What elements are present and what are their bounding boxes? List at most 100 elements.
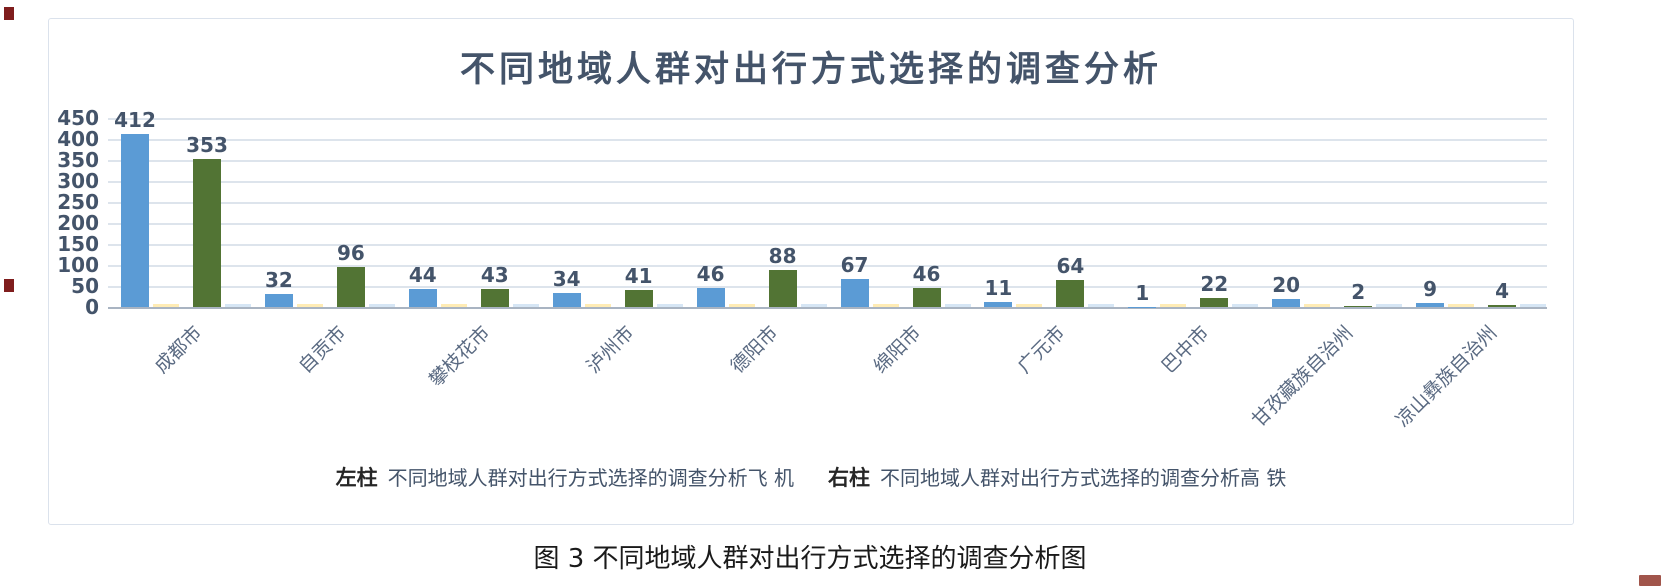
faint-bar-yellow — [1016, 304, 1043, 307]
faint-bar-yellow — [584, 304, 611, 307]
faint-bar-yellow — [1160, 304, 1187, 307]
x-category-label: 广元市 — [1013, 321, 1070, 378]
y-axis-tick-label: 200 — [57, 211, 99, 235]
faint-bar-lightblue — [944, 304, 971, 307]
y-axis-tick-label: 100 — [57, 253, 99, 277]
legend-label-airplane: 不同地域人群对出行方式选择的调查分析飞 机 — [387, 466, 794, 490]
bar-highspeed-rail — [193, 158, 221, 307]
bar-value-label: 41 — [624, 263, 653, 288]
faint-bar-yellow — [440, 304, 467, 307]
x-category-label: 德阳市 — [726, 321, 782, 378]
bar-value-label: 22 — [1200, 271, 1229, 296]
faint-bar-lightblue — [800, 304, 827, 307]
grid-line — [108, 202, 1547, 204]
y-axis-tick-label: 0 — [85, 295, 99, 319]
chart-panel: 不同地域人群对出行方式选择的调查分析 450 400 350 300 250 200 150… — [48, 18, 1574, 525]
bar-value-label: 64 — [1056, 254, 1085, 279]
bar-airplane — [984, 302, 1013, 307]
bar-highspeed-rail — [912, 287, 941, 307]
bar-value-label: 43 — [480, 262, 509, 287]
bar-value-label: 88 — [768, 244, 797, 269]
chart-legend: 左柱 不同地域人群对出行方式选择的调查分析飞 机 右柱 不同地域人群对出行方式选… — [49, 462, 1573, 492]
y-axis-tick-label: 300 — [57, 169, 99, 193]
bar-value-label: 32 — [264, 267, 293, 292]
legend-item-airplane: 左柱 不同地域人群对出行方式选择的调查分析飞 机 — [336, 462, 794, 492]
grid-line — [108, 244, 1547, 246]
grid-line — [108, 307, 1547, 309]
legend-label-highspeed-rail: 不同地域人群对出行方式选择的调查分析高 铁 — [880, 466, 1287, 490]
faint-bar-yellow — [153, 304, 179, 307]
grid-line — [108, 223, 1547, 225]
bar-airplane — [696, 287, 725, 307]
faint-bar-yellow — [296, 304, 323, 307]
legend-item-highspeed-rail: 右柱 不同地域人群对出行方式选择的调查分析高 铁 — [828, 462, 1286, 492]
bar-airplane — [121, 133, 149, 307]
y-axis-tick-label: 400 — [57, 127, 99, 151]
bar-value-label: 67 — [840, 252, 869, 277]
chart-title: 不同地域人群对出行方式选择的调查分析 — [459, 50, 1162, 90]
figure-caption: 图 3 不同地域人群对出行方式选择的调查分析图 — [533, 544, 1087, 574]
x-category-label: 甘孜藏族自治州 — [1247, 321, 1358, 432]
bar-highspeed-rail — [768, 270, 797, 307]
grid-line — [108, 181, 1547, 183]
page-corner-mark — [1639, 575, 1661, 586]
bar-value-label: 412 — [114, 107, 156, 132]
bar-highspeed-rail — [1488, 305, 1517, 307]
bar-value-label: 353 — [186, 132, 228, 157]
bar-value-label: 4 — [1495, 279, 1510, 304]
x-category-label: 自贡市 — [294, 321, 351, 378]
y-axis-tick-label: 150 — [57, 232, 99, 256]
bar-highspeed-rail — [336, 266, 365, 307]
bar-value-label: 9 — [1423, 277, 1438, 302]
bar-value-label: 44 — [408, 262, 437, 287]
plot-area: 450 400 350 300 250 200 150 100 50 0 412 353 成都市 32 96… — [49, 19, 1573, 524]
faint-bar-lightblue — [656, 304, 683, 307]
bar-airplane — [1416, 303, 1445, 307]
bar-value-label: 1 — [1135, 280, 1150, 305]
x-category-label: 绵阳市 — [870, 321, 926, 378]
bar-value-label: 20 — [1272, 272, 1301, 297]
faint-bar-yellow — [728, 304, 755, 307]
faint-bar-lightblue — [225, 304, 251, 307]
left-margin-red-mark-top — [4, 7, 14, 20]
bar-airplane — [552, 292, 581, 307]
bar-highspeed-rail — [1056, 280, 1085, 307]
y-axis-tick-label: 350 — [57, 148, 99, 172]
faint-bar-yellow — [1448, 304, 1475, 307]
x-category-label: 巴中市 — [1157, 321, 1214, 378]
bar-value-label: 46 — [696, 261, 725, 286]
faint-bar-lightblue — [1520, 304, 1547, 307]
bar-highspeed-rail — [480, 288, 509, 307]
bar-value-label: 96 — [336, 240, 365, 265]
faint-bar-lightblue — [1088, 304, 1115, 307]
bar-airplane — [840, 278, 869, 307]
faint-bar-yellow — [1304, 304, 1331, 307]
x-category-label: 攀枝花市 — [424, 321, 495, 392]
faint-bar-lightblue — [1376, 304, 1403, 307]
bar-airplane — [408, 288, 437, 307]
left-margin-red-mark-bottom — [4, 279, 14, 292]
grid-line — [108, 118, 1547, 120]
grid-line — [108, 265, 1547, 267]
bar-value-label: 2 — [1351, 280, 1366, 305]
y-axis-tick-label: 250 — [57, 190, 99, 214]
x-category-label: 泸州市 — [582, 321, 639, 378]
grid-line — [108, 286, 1547, 288]
bar-value-label: 34 — [552, 266, 581, 291]
bar-highspeed-rail — [624, 289, 653, 307]
faint-bar-lightblue — [1232, 304, 1259, 307]
bar-airplane — [1272, 298, 1301, 307]
bar-highspeed-rail — [1344, 306, 1373, 307]
bar-value-label: 46 — [912, 261, 941, 286]
faint-bar-yellow — [872, 304, 899, 307]
bar-highspeed-rail — [1200, 297, 1229, 307]
faint-bar-lightblue — [512, 304, 539, 307]
grid-line — [108, 160, 1547, 162]
legend-prefix-left-bar: 左柱 — [335, 466, 378, 490]
legend-prefix-right-bar: 右柱 — [828, 466, 870, 490]
bar-airplane — [264, 293, 293, 307]
y-axis-tick-label: 50 — [71, 274, 99, 298]
grid-line — [108, 139, 1547, 141]
y-axis-tick-label: 450 — [57, 106, 99, 130]
x-category-label: 凉山彝族自治州 — [1391, 321, 1502, 432]
